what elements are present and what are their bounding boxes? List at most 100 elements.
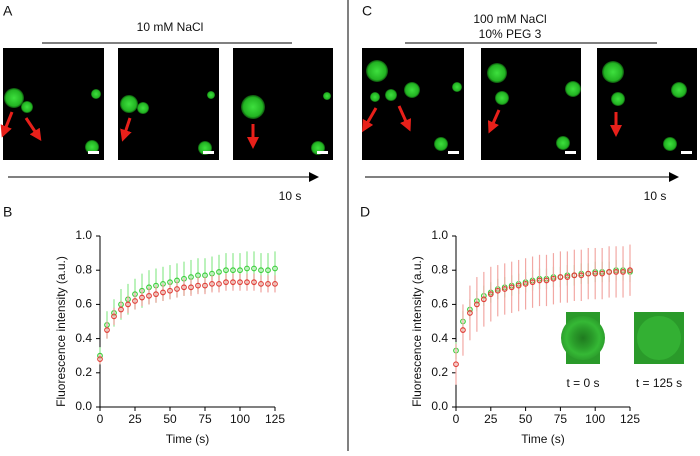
- data-point: [557, 274, 564, 280]
- x-tick-label: 50: [163, 412, 177, 426]
- data-point: [216, 269, 222, 275]
- data-point: [613, 269, 619, 275]
- data-point: [480, 296, 487, 303]
- y-tick-label: 0.0: [431, 399, 448, 413]
- y-axis-title: Fluorescence intensity (a.u.): [410, 256, 424, 407]
- data-point: [494, 287, 501, 294]
- y-tick-label: 0.0: [75, 399, 92, 413]
- data-point: [467, 310, 473, 316]
- x-tick-label: 50: [519, 412, 533, 426]
- series: [453, 244, 633, 385]
- data-point: [202, 282, 208, 289]
- data-point: [272, 280, 278, 287]
- data-point: [160, 289, 166, 296]
- data-point: [501, 286, 508, 292]
- data-point: [508, 284, 515, 291]
- data-point: [188, 284, 194, 291]
- droplet: [366, 60, 388, 82]
- droplet: [556, 136, 570, 150]
- data-point: [522, 280, 529, 287]
- y-tick-label: 0.6: [431, 297, 448, 311]
- scale-bar: [448, 151, 459, 154]
- droplet: [21, 101, 33, 113]
- panel-title: 100 mM NaCl: [473, 12, 546, 26]
- data-point: [578, 272, 585, 279]
- data-point: [125, 301, 131, 308]
- red-arrow: [24, 117, 42, 141]
- y-tick-label: 0.6: [75, 297, 92, 311]
- panel-label: D: [360, 204, 370, 220]
- y-tick-label: 0.8: [431, 262, 448, 276]
- data-point: [453, 361, 459, 368]
- x-axis-title: Time (s): [166, 432, 210, 446]
- red-arrow: [397, 105, 412, 132]
- data-point: [599, 270, 606, 277]
- droplet: [241, 95, 265, 119]
- data-point: [216, 280, 222, 287]
- data-point: [167, 287, 173, 294]
- droplet: [602, 61, 624, 83]
- data-point: [550, 275, 557, 282]
- scale-bar: [681, 151, 692, 154]
- data-point: [585, 270, 592, 277]
- data-point: [230, 279, 236, 286]
- x-tick-label: 25: [128, 412, 142, 426]
- red-arrow: [120, 117, 132, 142]
- series: [97, 273, 278, 365]
- data-point: [153, 291, 159, 298]
- time-label: 10 s: [644, 189, 667, 203]
- scale-bar: [88, 151, 99, 154]
- data-point: [244, 265, 250, 272]
- droplet: [611, 92, 625, 106]
- data-point: [237, 267, 243, 274]
- series: [453, 259, 633, 360]
- x-axis-title: Time (s): [521, 432, 565, 446]
- scale-bar: [203, 151, 214, 154]
- red-arrow: [361, 107, 378, 133]
- y-tick-label: 0.8: [75, 262, 92, 276]
- droplet: [565, 81, 581, 97]
- x-tick-label: 100: [230, 412, 250, 426]
- data-point: [209, 280, 215, 287]
- data-point: [230, 267, 236, 274]
- data-point: [104, 327, 110, 333]
- droplet: [663, 137, 677, 151]
- y-tick-label: 1.0: [431, 228, 448, 242]
- panel-title: 10% PEG 3: [479, 27, 542, 41]
- x-tick-label: 0: [97, 412, 104, 426]
- data-point: [272, 265, 278, 272]
- droplet: [207, 91, 215, 99]
- data-point: [139, 294, 145, 301]
- droplet: [434, 137, 448, 151]
- data-point: [571, 272, 578, 279]
- droplet: [120, 95, 138, 113]
- series: [97, 251, 278, 365]
- inset-droplet: [561, 316, 605, 360]
- panel-label: B: [3, 204, 12, 220]
- data-point: [181, 284, 187, 291]
- data-point: [592, 270, 599, 277]
- droplet: [137, 102, 149, 114]
- droplet: [404, 82, 420, 98]
- data-point: [118, 306, 124, 313]
- data-point: [258, 267, 264, 274]
- x-tick-label: 0: [453, 412, 460, 426]
- data-point: [620, 269, 626, 275]
- droplet: [385, 89, 397, 101]
- data-point: [251, 265, 257, 272]
- data-point: [258, 280, 264, 287]
- data-point: [460, 327, 466, 333]
- droplet: [671, 82, 687, 98]
- x-tick-label: 100: [585, 412, 605, 426]
- inset-label: t = 0 s: [566, 376, 599, 390]
- droplet: [323, 92, 331, 100]
- x-tick-label: 125: [620, 412, 640, 426]
- data-point: [244, 279, 250, 286]
- y-tick-label: 0.4: [431, 331, 448, 345]
- data-point: [473, 301, 480, 308]
- data-point: [564, 274, 571, 280]
- inset-label: t = 125 s: [636, 376, 682, 390]
- droplet: [4, 88, 24, 108]
- data-point: [223, 279, 229, 286]
- data-point: [627, 267, 633, 274]
